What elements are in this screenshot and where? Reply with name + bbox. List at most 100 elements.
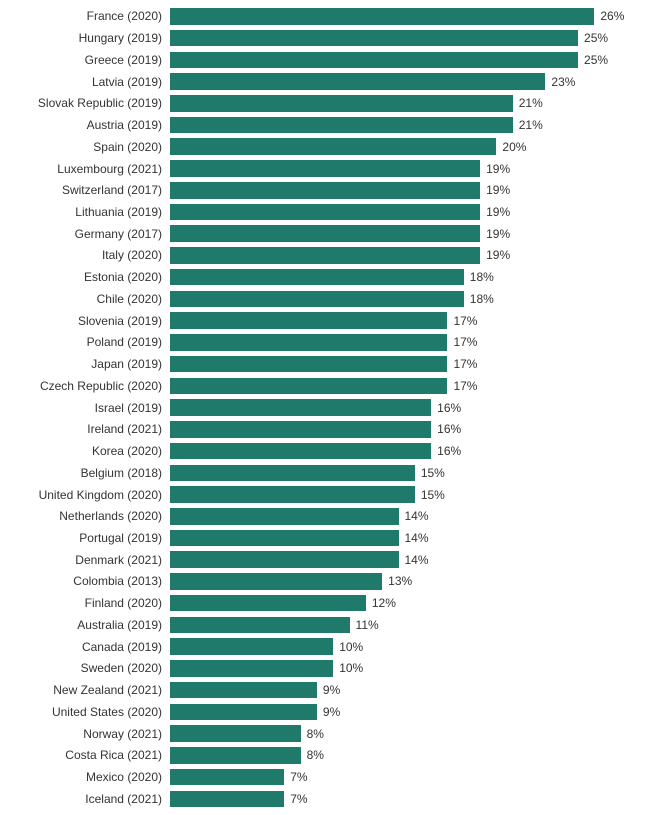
value-label: 25%	[584, 53, 608, 67]
category-label: Hungary (2019)	[2, 31, 170, 45]
category-label: Spain (2020)	[2, 140, 170, 154]
bar	[170, 30, 578, 47]
category-label: Korea (2020)	[2, 444, 170, 458]
category-label: Germany (2017)	[2, 227, 170, 241]
chart-row: Poland (2019)17%	[2, 332, 627, 353]
category-label: Belgium (2018)	[2, 466, 170, 480]
bar-track: 8%	[170, 747, 627, 764]
category-label: France (2020)	[2, 9, 170, 23]
bar-track: 11%	[170, 617, 627, 634]
chart-row: France (2020) 26%	[2, 6, 627, 27]
bar	[170, 95, 513, 112]
chart-row: Lithuania (2019)19%	[2, 202, 627, 223]
value-label: 8%	[307, 748, 324, 762]
category-label: Slovak Republic (2019)	[2, 96, 170, 110]
category-label: Switzerland (2017)	[2, 183, 170, 197]
bar-track: 9%	[170, 704, 627, 721]
bar-track: 17%	[170, 356, 627, 373]
bar-track: 18%	[170, 291, 627, 308]
chart-row: Mexico (2020)7%	[2, 767, 627, 788]
bar-track: 14%	[170, 530, 627, 547]
value-label: 16%	[437, 401, 461, 415]
value-label: 13%	[388, 574, 412, 588]
chart-row: Colombia (2013) 13%	[2, 571, 627, 592]
value-label: 18%	[470, 270, 494, 284]
value-label: 17%	[453, 314, 477, 328]
bar	[170, 704, 317, 721]
bar	[170, 312, 447, 329]
chart-row: Portugal (2019) 14%	[2, 528, 627, 549]
bar	[170, 638, 333, 655]
bar-track: 14%	[170, 508, 627, 525]
chart-row: Japan (2019)17%	[2, 354, 627, 375]
value-label: 11%	[356, 618, 379, 632]
category-label: New Zealand (2021)	[2, 683, 170, 697]
category-label: Colombia (2013)	[2, 574, 170, 588]
chart-row: Chile (2020)18%	[2, 289, 627, 310]
bar	[170, 356, 447, 373]
bar-track: 21%	[170, 95, 627, 112]
value-label: 19%	[486, 248, 510, 262]
bar-track: 17%	[170, 334, 627, 351]
chart-row: New Zealand (2021)9%	[2, 680, 627, 701]
chart-row: Norway (2021)8%	[2, 723, 627, 744]
category-label: Austria (2019)	[2, 118, 170, 132]
chart-row: Ireland (2021)16%	[2, 419, 627, 440]
bar-track: 18%	[170, 269, 627, 286]
chart-row: Australia (2019)11%	[2, 615, 627, 636]
category-label: Israel (2019)	[2, 401, 170, 415]
value-label: 10%	[339, 640, 363, 654]
bar-track: 17%	[170, 312, 627, 329]
value-label: 21%	[519, 96, 543, 110]
value-label: 14%	[405, 553, 429, 567]
bar-track: 7%	[170, 791, 627, 808]
value-label: 20%	[502, 140, 526, 154]
chart-row: Hungary (2019)25%	[2, 28, 627, 49]
bar-track: 19%	[170, 204, 627, 221]
bar	[170, 291, 464, 308]
bar	[170, 247, 480, 264]
bar	[170, 334, 447, 351]
category-label: Iceland (2021)	[2, 792, 170, 806]
bar-track: 16%	[170, 421, 627, 438]
value-label: 19%	[486, 162, 510, 176]
value-label: 14%	[405, 531, 429, 545]
bar-track: 26%	[170, 8, 627, 25]
bar-track: 19%	[170, 247, 627, 264]
chart-row: Finland (2020)12%	[2, 593, 627, 614]
category-label: Chile (2020)	[2, 292, 170, 306]
chart-row: Netherlands (2020)14%	[2, 506, 627, 527]
bar-track: 19%	[170, 160, 627, 177]
chart-row: Czech Republic (2020)17%	[2, 375, 627, 396]
bar	[170, 204, 480, 221]
value-label: 8%	[307, 727, 324, 741]
bar	[170, 551, 399, 568]
bar	[170, 117, 513, 134]
value-label: 7%	[290, 770, 307, 784]
bar	[170, 225, 480, 242]
bar	[170, 182, 480, 199]
chart-row: Slovenia (2019)17%	[2, 310, 627, 331]
bar-track: 10%	[170, 638, 627, 655]
bar-track: 21%	[170, 117, 627, 134]
bar	[170, 486, 415, 503]
value-label: 15%	[421, 466, 445, 480]
chart-row: Korea (2020)16%	[2, 441, 627, 462]
value-label: 16%	[437, 422, 461, 436]
bar	[170, 791, 284, 808]
value-label: 19%	[486, 205, 510, 219]
bar	[170, 660, 333, 677]
category-label: Denmark (2021)	[2, 553, 170, 567]
value-label: 26%	[600, 9, 624, 23]
chart-row: Italy (2020)19%	[2, 245, 627, 266]
value-label: 7%	[290, 792, 307, 806]
category-label: Canada (2019)	[2, 640, 170, 654]
bar-track: 8%	[170, 725, 627, 742]
chart-row: Israel (2019) 16%	[2, 397, 627, 418]
bar	[170, 443, 431, 460]
category-label: Portugal (2019)	[2, 531, 170, 545]
bar	[170, 8, 594, 25]
bar-track: 15%	[170, 465, 627, 482]
bar-track: 17%	[170, 378, 627, 395]
category-label: Czech Republic (2020)	[2, 379, 170, 393]
